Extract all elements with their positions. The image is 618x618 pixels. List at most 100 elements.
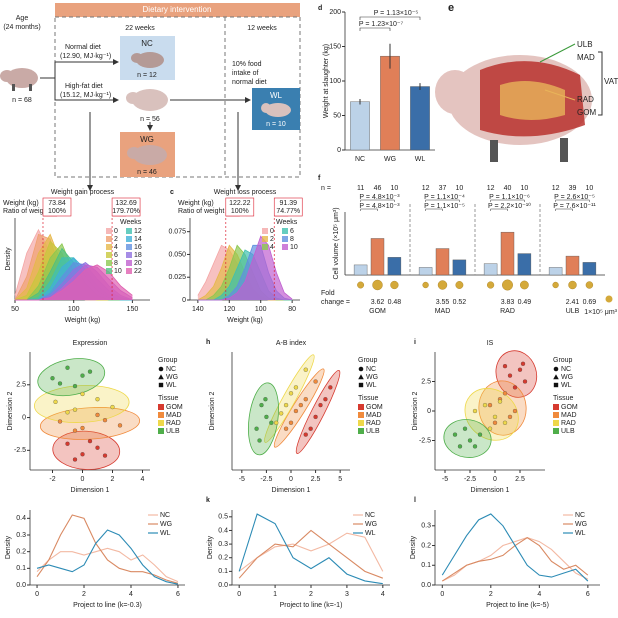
marker-value: 91.39 [279,200,297,207]
point [472,408,478,414]
y-tick-label: 0 [182,297,186,304]
point [313,379,318,384]
cell-ball [390,280,399,290]
point [95,412,100,418]
legend-label: 18 [134,252,142,259]
y-tick-label: 0.025 [168,274,186,281]
legend-title: Group [158,357,178,364]
legend-label: WL [561,382,572,389]
chart-title: IS [487,340,494,347]
legend-swatch [106,228,112,234]
scale-ball [605,295,613,303]
y-tick-label: 0.5 [218,514,228,521]
n-value: 10 [586,185,594,192]
point [497,399,503,404]
point [80,452,85,457]
y-tick-label: 50 [333,112,341,119]
y-tick-label: 0.3 [218,541,228,548]
point [298,402,303,408]
anatomy: e ULB MAD RAD GOM VAT [435,2,618,162]
pig-leg [560,138,568,162]
y-tick-label: 0.075 [168,229,186,236]
bar [370,238,385,276]
y-tick-label: 0.3 [16,532,26,539]
bracket [359,27,391,31]
fold-value: 0.49 [518,299,532,306]
group-label: NC [141,39,153,48]
point [259,402,264,408]
legend-title: Weeks [120,219,142,226]
marker-box [111,197,141,217]
point [477,432,483,437]
marker-value: 74.77% [276,208,300,215]
pig [0,68,38,91]
pig [261,103,291,117]
point [323,397,328,402]
y-axis-label: Dimension 2 [209,391,216,430]
cell-ball [372,279,383,291]
x-tick-label: 0 [81,476,85,483]
legend-label: 10 [114,268,122,275]
legend-label: 8 [114,260,118,267]
pointer [544,89,576,101]
point [522,379,528,384]
bracket [425,208,443,211]
legend-shape [158,382,164,388]
header-bar [55,3,300,17]
pig-leg [490,140,498,162]
point [279,411,284,416]
legend-swatch [282,244,288,250]
marker-heading: Ratio of weight [178,208,224,215]
panel-letter: c [170,189,174,196]
x-tick-label: 0 [237,591,241,598]
chart-title: Weight loss process [214,189,277,196]
legend-label: 10 [290,244,298,251]
legend-label: RAD [166,420,181,427]
y-tick-label: 0 [427,408,431,415]
marker-value: 73.84 [48,200,66,207]
legend-label: 2 [114,236,118,243]
cell-ball [455,281,464,289]
legend-swatch [106,260,112,266]
legend-label: WG [160,521,172,528]
legend-label: ULB [366,428,380,435]
legend-label: NC [160,512,170,519]
annotation: P = 1.13×10⁻⁵ [374,10,419,17]
marker-box [225,197,255,217]
arrow [54,78,119,103]
point [303,367,308,372]
legend-label: 14 [134,236,142,243]
bracket [360,199,395,202]
cell-ball [422,281,429,289]
legend-swatch [126,268,132,274]
x-tick-label: 3 [345,591,349,598]
legend-swatch [358,404,364,410]
point [502,391,508,396]
y-tick-label: 2.5 [421,378,431,385]
marker-box [273,197,303,217]
x-tick-label: 120 [223,306,235,313]
point [303,397,308,402]
legend-swatch [358,428,364,434]
y-tick-label: 200 [329,9,341,16]
legend-swatch [106,268,112,274]
point [507,373,513,378]
x-axis-label: Project to line (k=-0.3) [73,602,142,609]
pig [127,145,167,165]
tissue-label: ULB [577,40,593,49]
confidence-ellipse [295,370,341,454]
x-tick-label: 100 [68,306,80,313]
count-label: n = 12 [137,72,157,79]
y-axis-label: Cell volume (×10⁵ μm³) [333,207,340,279]
annotation: P = 1.23×10⁻⁷ [359,21,404,28]
x-tick-label: -5 [239,476,245,483]
x-tick-label: 0 [440,591,444,598]
y-tick-label: 0.0 [218,582,228,589]
x-tick-label: 1 [273,591,277,598]
diet-label: (12.90, MJ·kg⁻¹) [60,53,111,60]
density-line [441,536,589,582]
point [288,420,294,425]
point [102,418,108,423]
x-tick-label: 140 [192,306,204,313]
